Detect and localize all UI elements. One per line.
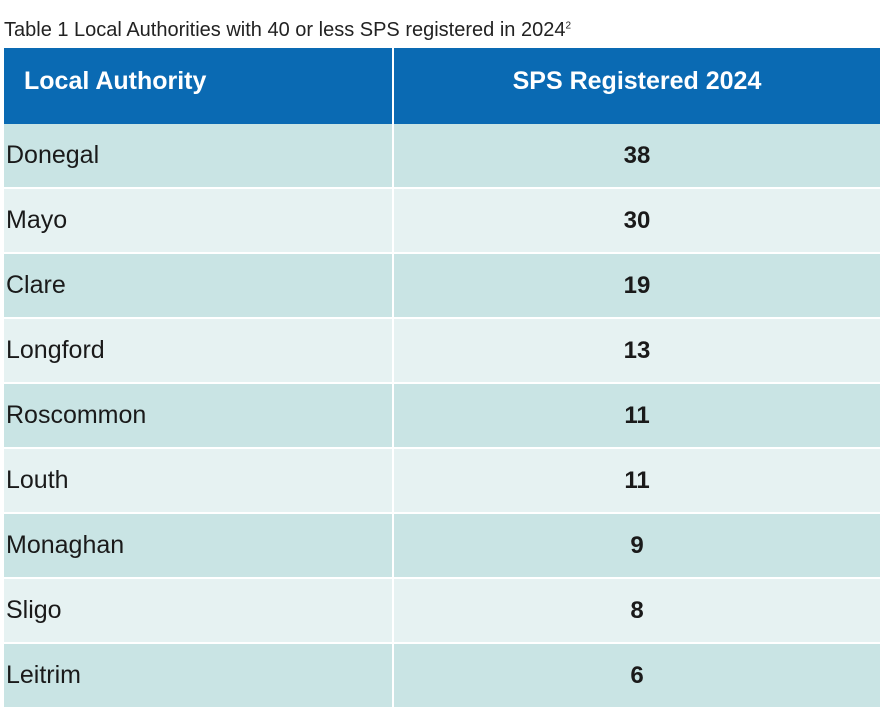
- table-row: Longford 13: [4, 319, 880, 384]
- authority-cell: Monaghan: [4, 514, 394, 577]
- authority-cell: Clare: [4, 254, 394, 317]
- local-authority-table: Local Authority SPS Registered 2024 Done…: [4, 48, 880, 709]
- authority-cell: Sligo: [4, 579, 394, 642]
- count-cell: 11: [624, 466, 650, 494]
- table-row: Sligo 8: [4, 579, 880, 644]
- authority-cell: Longford: [4, 319, 394, 382]
- count-cell: 13: [623, 336, 651, 364]
- count-cell: 30: [623, 206, 651, 234]
- table-row: Monaghan 9: [4, 514, 880, 579]
- table-header-row: Local Authority SPS Registered 2024: [4, 48, 880, 124]
- authority-cell: Leitrim: [4, 644, 394, 707]
- count-cell: 8: [630, 596, 644, 624]
- authority-cell: Roscommon: [4, 384, 394, 447]
- caption-footnote-marker: 2: [565, 20, 571, 32]
- count-cell: 19: [623, 271, 651, 299]
- count-cell: 11: [624, 401, 650, 429]
- table-caption: Table 1 Local Authorities with 40 or les…: [4, 16, 571, 44]
- table-row: Donegal 38: [4, 124, 880, 189]
- count-cell: 9: [630, 531, 644, 559]
- header-sps-registered: SPS Registered 2024: [512, 67, 762, 95]
- authority-cell: Mayo: [4, 189, 394, 252]
- count-cell: 38: [623, 141, 651, 169]
- caption-text: Table 1 Local Authorities with 40 or les…: [4, 19, 566, 41]
- authority-cell: Louth: [4, 449, 394, 512]
- authority-cell: Donegal: [4, 124, 394, 187]
- header-local-authority: Local Authority: [4, 48, 394, 124]
- table-row: Mayo 30: [4, 189, 880, 254]
- table-row: Roscommon 11: [4, 384, 880, 449]
- table-row: Leitrim 6: [4, 644, 880, 709]
- count-cell: 6: [630, 661, 644, 689]
- table-row: Louth 11: [4, 449, 880, 514]
- table-row: Clare 19: [4, 254, 880, 319]
